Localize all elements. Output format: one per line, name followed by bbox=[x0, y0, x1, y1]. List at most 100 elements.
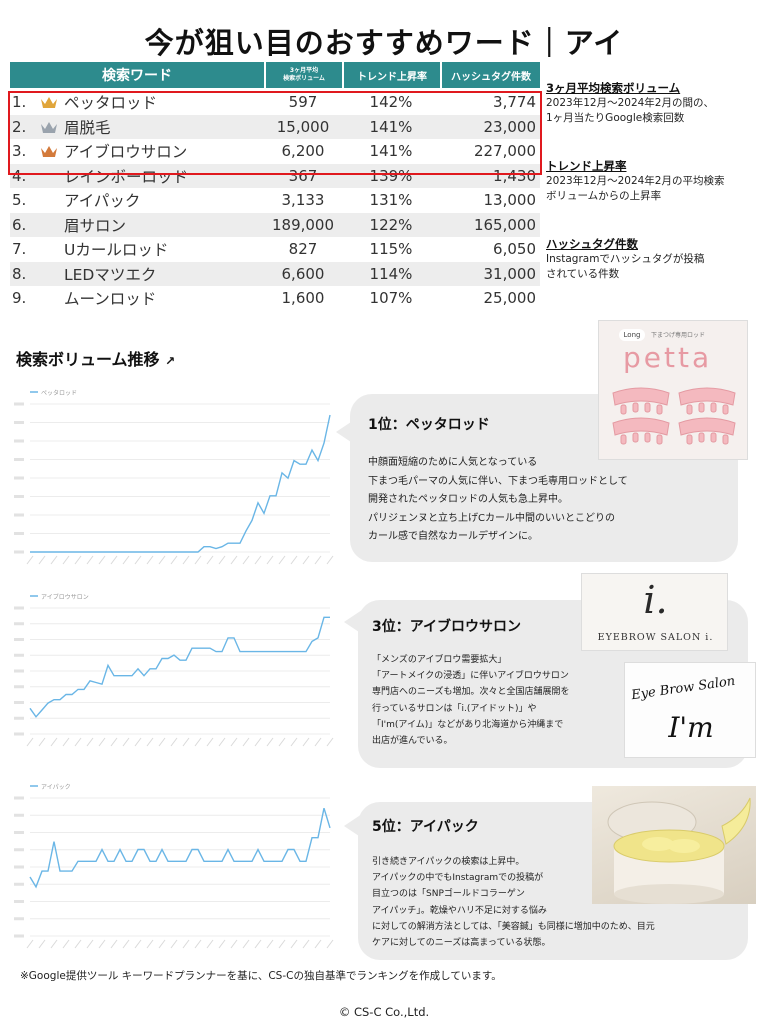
chart-ytick-label bbox=[14, 402, 24, 406]
chart-xtick-label bbox=[158, 737, 166, 747]
chart-ytick-label bbox=[14, 532, 24, 535]
chart-xtick-label bbox=[98, 737, 106, 747]
chart-eyebrow-salon: アイブロウサロン bbox=[8, 586, 338, 754]
chart-xtick-label bbox=[290, 555, 298, 565]
note-tags-heading: ハッシュタグ件数 bbox=[546, 237, 638, 251]
chart-ytick-label bbox=[14, 669, 24, 673]
row-rank: 6. bbox=[12, 215, 27, 234]
callout-eyepack-line: 目立つのは「SNPゴールドコラーゲン bbox=[372, 889, 525, 900]
chart-xtick-label bbox=[74, 939, 82, 949]
chart-ytick-label bbox=[14, 550, 24, 554]
eyepack-product-image bbox=[592, 786, 756, 904]
chart-xtick-label bbox=[254, 939, 262, 949]
table-row: 4. レインボーロッド 367 139% 1,430 bbox=[10, 163, 540, 188]
callout-eyepack-line: 引き続きアイパックの検索は上昇中。 bbox=[372, 857, 525, 867]
header-word: 検索ワード bbox=[102, 68, 172, 84]
row-rank: 7. bbox=[12, 240, 27, 259]
chart-xtick-label bbox=[134, 737, 142, 747]
callout-eyepack-heading: 5位：アイパック bbox=[372, 819, 479, 835]
chart-ytick-label bbox=[14, 685, 24, 689]
chart-ytick-label bbox=[14, 796, 24, 800]
chart-ytick-label bbox=[14, 917, 24, 921]
chart-series-line bbox=[30, 414, 331, 553]
petta-rods-illustration bbox=[612, 387, 736, 445]
chart-ytick-label bbox=[14, 606, 24, 610]
chart-xtick-label bbox=[38, 555, 46, 565]
crown-icon bbox=[40, 144, 62, 158]
chart-xtick-label bbox=[146, 939, 154, 949]
row-trend-rate: 139% bbox=[369, 166, 413, 185]
callout-petta-pointer bbox=[336, 420, 354, 444]
crown-icon bbox=[40, 120, 62, 134]
row-keyword: ペッタロッド bbox=[64, 94, 158, 113]
row-hashtag-count: 165,000 bbox=[473, 215, 536, 234]
chart-ytick-label bbox=[14, 421, 24, 424]
table-row: 5. アイパック 3,133 131% 13,000 bbox=[10, 188, 540, 213]
crown-icon-shape bbox=[41, 97, 57, 109]
callout-eyepack-line: に対しての解消方法としては、「美容鍼」も同様に増加中のため、目元 bbox=[372, 921, 655, 932]
table-row: 7. Uカールロッド 827 115% 6,050 bbox=[10, 237, 540, 262]
chart-eyepack: アイパック bbox=[8, 776, 338, 956]
row-rank: 3. bbox=[12, 142, 27, 161]
chart-ytick-label bbox=[14, 865, 24, 869]
chart-xtick-label bbox=[62, 939, 70, 949]
row-trend-rate: 114% bbox=[369, 264, 413, 283]
chart-xtick-label bbox=[242, 737, 250, 747]
callout-petta-line: パリジェンヌと立ち上げCカール中間のいいとこどりの bbox=[368, 512, 615, 524]
callout-eyebrow-line: 「メンズのアイブロウ需要拡大」 bbox=[372, 655, 507, 665]
chart-xtick-label bbox=[26, 737, 34, 747]
chart-legend-label: ペッタロッド bbox=[41, 389, 77, 397]
row-keyword: レインボーロッド bbox=[64, 167, 189, 186]
row-trend-rate: 141% bbox=[369, 142, 413, 161]
chart-xtick-label bbox=[278, 737, 286, 747]
chart-xtick-label bbox=[134, 555, 142, 565]
header-avg-line2: 検索ボリューム bbox=[283, 75, 325, 82]
chart-xtick-label bbox=[98, 555, 106, 565]
chart-petta: ペッタロッド bbox=[8, 382, 338, 572]
chart-eyebrow-salon-svg: アイブロウサロン bbox=[14, 593, 334, 747]
note-trend: トレンド上昇率 2023年12月～2024年2月の平均検索 ボリュームからの上昇… bbox=[546, 158, 761, 204]
callout-eyepack-pointer bbox=[344, 814, 362, 838]
row-avg-volume: 6,200 bbox=[281, 142, 325, 161]
callout-eyepack-body: 引き続きアイパックの検索は上昇中。 アイパックの中でもInstagramでの投稿… bbox=[372, 854, 744, 951]
chart-xtick-label bbox=[146, 737, 154, 747]
chart-xtick-label bbox=[230, 737, 238, 747]
chart-xtick-label bbox=[242, 555, 250, 565]
chart-ytick-label bbox=[14, 622, 24, 626]
row-trend-rate: 142% bbox=[369, 93, 413, 112]
chart-xtick-label bbox=[254, 737, 262, 747]
chart-xtick-label bbox=[182, 939, 190, 949]
chart-ytick-label bbox=[14, 732, 24, 736]
row-rank: 9. bbox=[12, 289, 27, 308]
row-trend-rate: 141% bbox=[369, 117, 413, 136]
salon-im-script: Eye Brow Salon bbox=[630, 673, 737, 704]
chart-xtick-label bbox=[182, 737, 190, 747]
chart-xtick-label bbox=[218, 737, 226, 747]
chart-xtick-label bbox=[266, 737, 274, 747]
callout-eyepack-line: アイパッチ」。乾燥やハリ不足に対する悩み bbox=[372, 905, 547, 916]
chart-xtick-label bbox=[110, 939, 118, 949]
petta-tag: Long bbox=[619, 329, 645, 341]
section-title-text: 検索ボリューム推移 bbox=[16, 350, 160, 369]
note-trend-line2: ボリュームからの上昇率 bbox=[546, 190, 662, 202]
callout-eyepack-line: ケアに対してのニーズは高まっている状態。 bbox=[372, 938, 551, 949]
chart-xtick-label bbox=[110, 737, 118, 747]
row-keyword: Uカールロッド bbox=[64, 241, 169, 260]
row-hashtag-count: 227,000 bbox=[473, 142, 536, 161]
note-tags: ハッシュタグ件数 Instagramでハッシュタグが投稿 されている件数 bbox=[546, 236, 761, 282]
chart-xtick-label bbox=[302, 555, 310, 565]
chart-ytick-label bbox=[14, 476, 24, 480]
chart-xtick-label bbox=[122, 555, 130, 565]
top3-highlight-box bbox=[8, 91, 542, 175]
chart-ytick-label bbox=[14, 638, 24, 641]
chart-xtick-label bbox=[26, 939, 34, 949]
chart-xtick-label bbox=[122, 939, 130, 949]
callout-petta-body: 中顔面短縮のために人気となっている 下まつ毛パーマの人気に伴い、下まつ毛専用ロッ… bbox=[368, 454, 734, 547]
row-avg-volume: 6,600 bbox=[281, 264, 325, 283]
chart-xtick-label bbox=[326, 737, 334, 747]
callout-petta: 1位：ペッタロッド 中顔面短縮のために人気となっている 下まつ毛パーマの人気に伴… bbox=[350, 394, 738, 562]
row-avg-volume: 189,000 bbox=[271, 215, 335, 234]
petta-product-image: Long 下まつげ専用ロッド petta bbox=[598, 320, 748, 460]
chart-xtick-label bbox=[182, 555, 190, 565]
chart-xtick-label bbox=[266, 555, 274, 565]
